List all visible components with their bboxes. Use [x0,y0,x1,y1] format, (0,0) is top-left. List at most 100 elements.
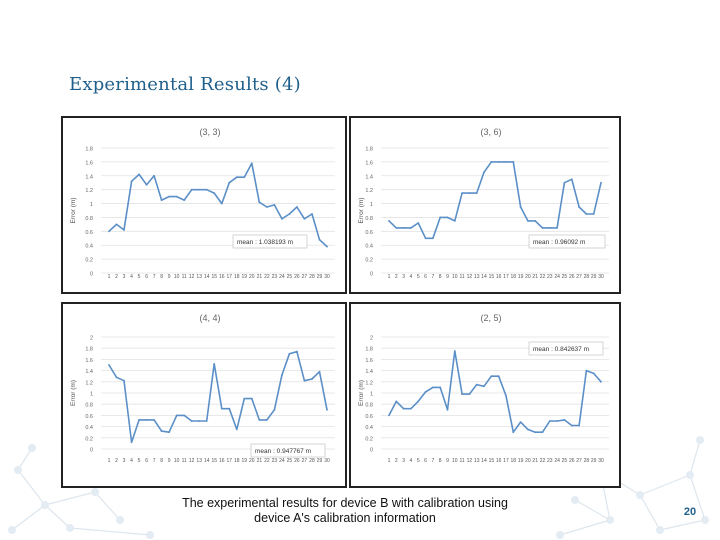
data-point [273,204,276,206]
data-point [250,162,253,165]
y-tick-label: 1.2 [85,188,93,194]
data-point [388,414,390,417]
x-tick-label: 17 [503,458,509,464]
data-point [318,238,321,241]
data-point [548,226,551,229]
x-tick-label: 9 [446,458,449,464]
x-tick-label: 17 [226,274,232,280]
network-node [146,531,154,539]
chart-panel-4-4: (4, 4) 0 0.2 0.4 0.6 0.8 1 1.2 1.4 1.6 1.8 2 Error (… [61,302,347,488]
series-line [388,161,602,240]
network-link [11,504,46,531]
network-link [559,519,611,536]
x-tick-label: 9 [446,274,449,280]
y-tick-label: 1.2 [85,380,93,386]
data-point [497,160,500,163]
y-tick-label: 0.6 [85,230,93,236]
figure-caption: The experimental results for device B wi… [150,496,540,526]
x-tick-label: 15 [489,458,495,464]
x-tick-label: 23 [272,458,278,464]
data-point [220,407,223,410]
x-tick-label: 15 [489,274,495,280]
x-tick-label: 3 [123,274,126,280]
chart-title: (3, 3) [199,127,220,137]
x-tick-label: 12 [189,458,195,464]
data-point [213,362,216,365]
x-tick-label: 28 [309,458,315,464]
x-tick-label: 19 [518,274,524,280]
x-tick-label: 17 [503,274,509,280]
x-tick-label: 13 [474,274,480,280]
x-tick-label: 5 [417,274,420,280]
y-tick-label: 1.2 [365,188,373,194]
data-point [431,386,434,389]
y-tick-label: 1 [370,202,373,208]
y-tick-label: 1.4 [365,174,373,180]
data-point [190,420,193,422]
data-point [175,195,178,198]
x-tick-label: 16 [496,458,502,464]
x-tick-label: 14 [204,458,210,464]
data-point [402,407,405,410]
y-tick-label: 1 [90,202,93,208]
y-tick-label: 0.2 [365,258,373,264]
mean-annotation-text: mean : 0.842637 m [533,346,589,353]
x-tick-label: 20 [525,274,531,280]
x-tick-label: 9 [168,458,171,464]
y-tick-label: 0.6 [85,414,93,420]
x-tick-label: 26 [294,458,300,464]
x-tick-label: 1 [388,274,391,280]
x-tick-label: 12 [189,274,195,280]
data-point [563,418,566,421]
data-point [250,397,253,400]
data-point [326,245,328,248]
data-point [388,220,390,222]
data-point [198,420,201,422]
y-tick-label: 1.2 [365,380,373,386]
y-axis-label: Error (m) [70,380,77,406]
x-tick-label: 19 [242,274,248,280]
x-tick-label: 6 [424,274,427,280]
x-tick-label: 2 [395,458,398,464]
x-tick-label: 19 [518,458,524,464]
data-point [483,171,485,174]
x-tick-label: 4 [410,458,413,464]
x-tick-label: 28 [309,274,315,280]
data-point [303,379,306,382]
y-axis-label: Error (m) [358,380,365,406]
network-link [17,447,33,471]
data-point [138,173,140,176]
x-tick-label: 29 [591,274,597,280]
data-point [512,160,515,163]
x-tick-label: 27 [576,458,582,464]
data-point [228,181,231,184]
network-link [689,439,701,476]
x-tick-label: 5 [417,458,420,464]
data-point [235,428,238,431]
x-tick-label: 30 [598,458,604,464]
data-point [280,374,283,376]
data-point [541,431,544,434]
x-tick-label: 11 [460,458,465,464]
data-point [288,213,291,215]
data-point [446,216,449,219]
x-tick-label: 21 [257,458,263,464]
network-node [701,516,709,524]
data-point [258,201,261,204]
x-tick-label: 14 [481,274,487,280]
data-point [190,188,193,191]
data-point [483,385,485,388]
data-point [273,408,276,411]
network-node [41,501,49,509]
network-link [44,491,96,506]
x-tick-label: 24 [279,274,285,280]
line-chart-2-5: (2, 5) 0 0.2 0.4 0.6 0.8 1 1.2 1.4 1.6 1.8 2 Error (… [358,313,609,464]
line-chart-4-4: (4, 4) 0 0.2 0.4 0.6 0.8 1 1.2 1.4 1.6 1.8 2 Error (… [70,313,335,464]
data-point [130,180,133,183]
network-node [606,516,614,524]
line-chart-3-3: (3, 3) 0 0.2 0.4 0.6 0.8 1 1.2 1.4 1.6 1.8 Error (m… [70,127,335,280]
x-tick-label: 13 [196,458,202,464]
network-node [656,526,664,534]
x-tick-label: 10 [174,274,180,280]
x-tick-label: 26 [569,458,575,464]
